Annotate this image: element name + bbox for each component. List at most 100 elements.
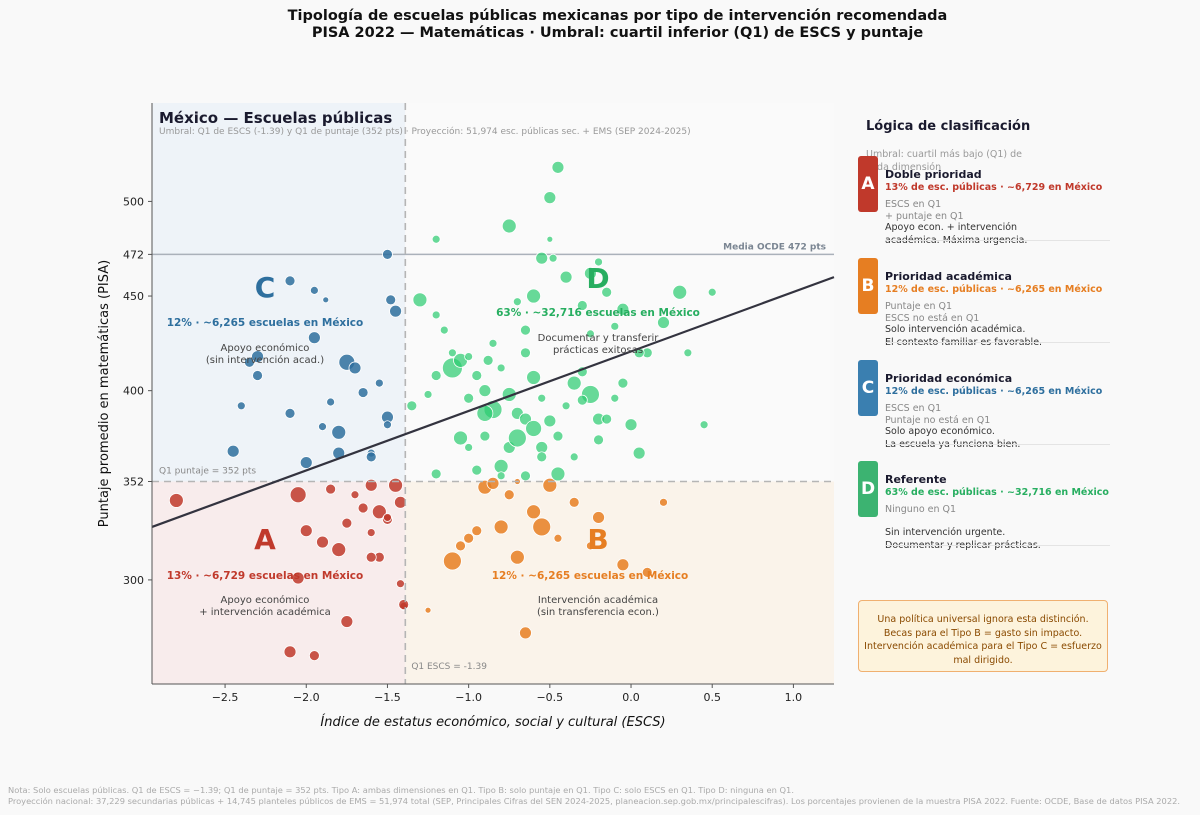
data-point-type-d [406,400,418,412]
footnote-line-1: Nota: Solo escuelas públicas. Q1 de ESCS… [8,785,794,795]
data-point-type-d [569,452,579,462]
data-point-type-d [520,347,531,359]
figure-title-line2: PISA 2022 — Matemáticas · Umbral: cuarti… [311,25,924,41]
data-point-type-d [482,354,494,366]
data-point-type-d [493,458,509,474]
data-point-type-b [471,525,483,537]
data-point-type-d [501,218,517,234]
card-c-action-1: Solo apoyo económico. [885,426,995,437]
data-point-type-d [543,414,557,428]
card-separator [885,240,1110,241]
quadrant-d-desc: Documentar y transferir [538,333,660,344]
data-point-type-b [503,489,515,501]
data-point-type-b [641,566,653,578]
data-point-type-d [431,234,441,244]
data-point-type-b [553,533,563,543]
data-point-type-d [594,257,603,267]
quadrant-c-stat: 12% · ~6,265 escuelas en México [167,317,364,329]
data-point-type-b [493,519,509,535]
data-point-type-d [520,324,531,336]
card-d-condition: Ninguno en Q1 [885,504,1085,516]
data-point-type-c [307,331,321,345]
y-tick-label: 500 [123,195,144,208]
y-axis-label: Puntaje promedio en matemáticas (PISA) [97,260,112,527]
data-point-type-d [551,160,565,174]
data-point-type-a [299,524,313,538]
oecd-mean-label: Media OCDE 472 pts [723,242,826,252]
data-point-type-d [543,191,557,205]
data-point-type-c [244,356,255,368]
data-point-type-c [322,296,330,304]
figure-title: Tipología de escuelas públicas mexicanas… [0,8,1200,42]
y-tick-label: 450 [123,290,144,303]
data-point-type-d [479,430,491,442]
plot-heading: México — Escuelas públicas [159,109,392,127]
quadrant-b-bg [405,481,834,684]
data-point-type-b [659,497,668,507]
data-point-type-d [430,468,442,480]
card-separator [885,342,1110,343]
card-d-badge: D [858,461,878,517]
y-tick-label: 472 [123,248,144,261]
data-point-type-d [552,430,564,442]
card-b-stat: 12% de esc. públicas · ~6,265 en México [885,284,1103,295]
plot-subheading: Umbral: Q1 de ESCS (-1.39) y Q1 de punta… [159,126,691,137]
data-point-type-b [455,540,466,552]
escs-threshold-label: Q1 ESCS = -1.39 [411,662,487,672]
data-point-type-c [226,444,240,458]
data-point-type-d [657,316,670,329]
data-point-type-d [496,471,506,481]
card-a-condition-2: + puntaje en Q1 [885,211,964,222]
card-c-title: Prioridad económica [885,372,1013,385]
data-point-type-d [471,370,483,381]
x-tick-label: −1.0 [455,691,482,704]
data-point-type-d [439,325,449,335]
data-point-type-a [340,615,354,628]
data-point-type-d [507,428,527,448]
quadrant-a-label: A [254,523,276,556]
data-point-type-d [512,297,522,307]
data-point-type-c [348,361,362,375]
data-point-type-a [388,477,403,493]
y-tick-label: 300 [123,574,144,587]
card-c-condition-1: ESCS en Q1 [885,403,942,414]
data-point-type-d [593,434,604,446]
data-point-type-d [496,363,506,373]
card-type-b: B Prioridad académica 12% de esc. públic… [858,258,1128,348]
data-point-type-d [423,390,433,399]
data-point-type-b [463,532,475,544]
data-point-type-c [374,378,384,388]
data-point-type-b [568,496,580,508]
data-point-type-a [325,483,337,495]
data-point-type-d [683,348,693,358]
figure-title-line1: Tipología de escuelas públicas mexicanas… [287,8,948,24]
quadrant-d-desc-2: prácticas exitosas [553,344,643,356]
data-point-type-b [616,558,630,572]
x-axis-label: Índice de estatus económico, social y cu… [320,714,665,730]
card-d-action: Sin intervención urgente. Documentar y r… [885,526,1115,552]
warning-line-2: Becas para el Tipo B = gasto sin impacto… [883,627,1083,639]
data-point-type-d [610,321,620,331]
data-point-type-c [251,350,264,363]
data-point-type-c [365,451,377,463]
data-point-type-d [463,392,475,404]
data-point-type-d [453,430,468,446]
data-point-type-d [699,420,709,430]
card-c-condition-2: Puntaje no está en Q1 [885,415,991,426]
data-point-type-d [561,401,571,411]
data-point-type-a [394,495,407,509]
data-point-type-c [385,294,397,306]
x-tick-label: −0.5 [536,691,563,704]
data-point-type-c [331,424,347,440]
data-point-type-a [357,502,369,514]
card-d-action-1: Sin intervención urgente. [885,527,1006,538]
y-tick-label: 352 [123,476,144,489]
card-a-badge: A [858,156,878,212]
data-point-type-d [431,310,441,320]
x-tick-label: 1.0 [785,691,803,704]
data-point-type-a [383,513,392,522]
data-point-type-d [448,348,457,358]
data-point-type-c [299,456,313,469]
card-type-c: C Prioridad económica 12% de esc. públic… [858,360,1128,450]
data-point-type-d [488,338,498,348]
